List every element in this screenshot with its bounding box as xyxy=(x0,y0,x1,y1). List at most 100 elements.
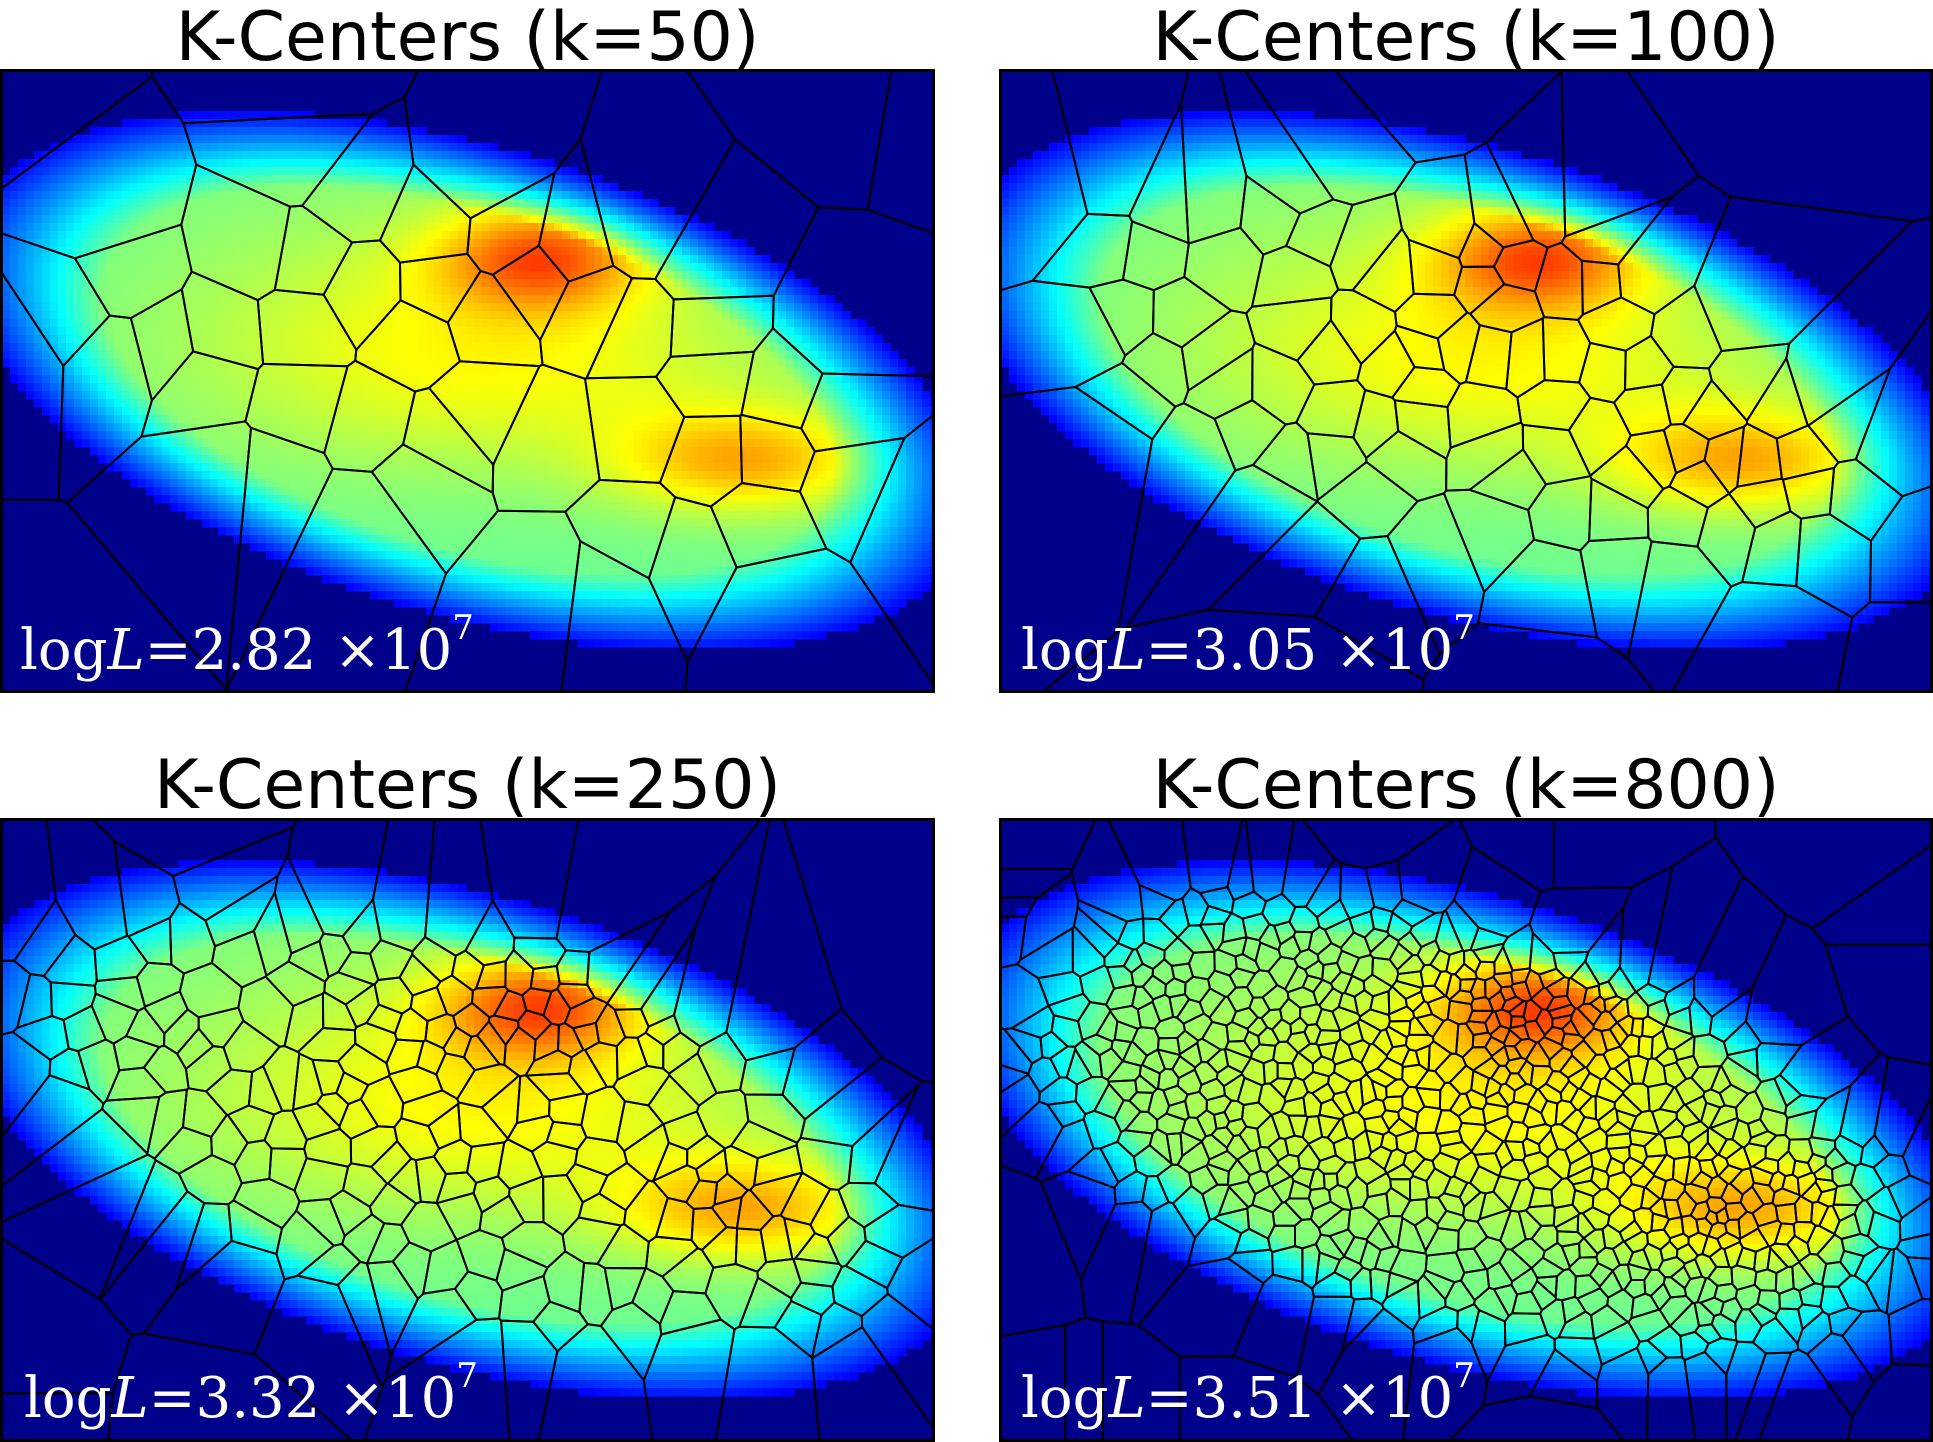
voronoi-cell xyxy=(1448,1394,1625,1440)
voronoi-cell xyxy=(1408,1174,1431,1202)
voronoi-cell xyxy=(1553,820,1717,890)
voronoi-cell xyxy=(1637,1034,1654,1061)
voronoi-cell xyxy=(556,982,597,1011)
voronoi-cell xyxy=(1379,1130,1399,1153)
voronoi-cell xyxy=(1001,868,1074,899)
voronoi-cell xyxy=(1414,1043,1431,1072)
log-likelihood-annotation: logL=3.05 ×107 xyxy=(1021,611,1475,683)
voronoi-cell xyxy=(470,985,510,1019)
voronoi-cell xyxy=(1329,288,1398,366)
voronoi-cell xyxy=(62,1004,108,1053)
voronoi-cell xyxy=(2,271,65,501)
voronoi-cell xyxy=(1627,1142,1649,1166)
voronoi-cell xyxy=(1705,1196,1728,1215)
voronoi-cell xyxy=(1292,930,1314,954)
voronoi-cell xyxy=(1445,421,1525,492)
voronoi-cell xyxy=(1526,1164,1564,1191)
voronoi-cell xyxy=(1611,1263,1633,1291)
voronoi-cell xyxy=(1179,1355,1354,1440)
voronoi-cell xyxy=(1151,275,1233,349)
voronoi-cell xyxy=(1766,1245,1790,1275)
log-likelihood-annotation: logL=2.82 ×107 xyxy=(20,611,474,683)
density-field xyxy=(2,111,933,648)
voronoi-cell xyxy=(1868,485,1931,604)
voronoi-cell xyxy=(1256,1113,1281,1149)
plot-area xyxy=(0,818,935,1442)
voronoi-cell xyxy=(442,1025,473,1059)
voronoi-cell xyxy=(1710,1153,1730,1178)
voronoi-cell xyxy=(1473,1286,1510,1323)
voronoi-cell xyxy=(1615,1014,1635,1037)
voronoi-cell xyxy=(1457,1105,1487,1126)
voronoi-cell xyxy=(1898,1195,1931,1242)
log-likelihood-annotation: logL=3.51 ×107 xyxy=(1021,1359,1475,1431)
voronoi-cell xyxy=(1853,1199,1876,1238)
voronoi-cell xyxy=(386,1157,422,1205)
voronoi-cell xyxy=(1687,1127,1709,1160)
voronoi-cell xyxy=(1401,1326,1489,1440)
voronoi-cell xyxy=(1284,198,1354,268)
voronoi-cell xyxy=(398,252,482,324)
voronoi-cell xyxy=(1594,1094,1616,1122)
voronoi-cell xyxy=(1002,1027,1044,1065)
voronoi-cell xyxy=(1433,1052,1468,1085)
voronoi-cell xyxy=(1352,388,1400,460)
voronoi-cell xyxy=(1854,309,1931,498)
voronoi-cell xyxy=(1303,959,1325,981)
plot-area xyxy=(0,69,935,693)
voronoi-cell xyxy=(1466,1009,1495,1024)
voronoi-cell xyxy=(521,987,553,1017)
voronoi-cell xyxy=(1645,1356,1697,1440)
voronoi-cell xyxy=(1714,820,1931,930)
voronoi-cell xyxy=(1073,361,1177,441)
voronoi-cell xyxy=(779,1171,832,1226)
voronoi-cell xyxy=(1098,1047,1125,1082)
voronoi-cell xyxy=(1314,1029,1342,1047)
voronoi-cell xyxy=(1433,970,1453,998)
voronoi-cell xyxy=(204,1068,254,1117)
voronoi-cell xyxy=(556,1022,585,1059)
voronoi-cell xyxy=(1470,1069,1491,1098)
voronoi-cell xyxy=(844,1239,904,1290)
voronoi-cell xyxy=(1310,1082,1336,1105)
voronoi-cell xyxy=(1720,1055,1763,1095)
voronoi-cell xyxy=(1805,1332,1876,1419)
voronoi-cell xyxy=(1837,1274,1882,1313)
plot-area xyxy=(999,818,1933,1442)
voronoi-cells xyxy=(2,71,933,691)
voronoi-cell xyxy=(2,820,57,962)
voronoi-cell xyxy=(1646,998,1671,1027)
voronoi-cell xyxy=(1582,984,1602,1006)
voronoi-cell xyxy=(1507,999,1528,1018)
voronoi-cell xyxy=(1301,820,1456,870)
voronoi-cell xyxy=(1290,1166,1316,1189)
voronoi-cell xyxy=(1704,1209,1719,1227)
voronoi-cell xyxy=(1122,1110,1159,1135)
voronoi-cell xyxy=(1414,1086,1442,1110)
voronoi-cell xyxy=(1279,1096,1307,1117)
voronoi-cell xyxy=(1332,1057,1368,1084)
voronoi-cell xyxy=(1289,1016,1309,1036)
log-likelihood-annotation: logL=3.32 ×107 xyxy=(24,1359,478,1431)
voronoi-cell xyxy=(336,1042,391,1087)
voronoi-cell xyxy=(291,1102,341,1142)
voronoi-cell xyxy=(1575,1002,1603,1027)
voronoi-cell xyxy=(401,386,495,495)
voronoi-cell xyxy=(1334,71,1564,164)
voronoi-cell xyxy=(1271,1201,1304,1227)
voronoi-cell xyxy=(686,1133,726,1171)
voronoi-cell xyxy=(1675,1242,1699,1265)
voronoi-cell xyxy=(1621,1082,1651,1114)
voronoi-cell xyxy=(1442,1175,1469,1199)
voronoi-cell xyxy=(1212,1207,1251,1235)
voronoi-cell xyxy=(578,1261,614,1328)
voronoi-cell xyxy=(1576,296,1656,352)
voronoi-cell xyxy=(1626,1262,1653,1281)
voronoi-cell xyxy=(91,820,299,878)
voronoi-cell xyxy=(1563,1138,1592,1166)
voronoi-cell xyxy=(371,820,436,953)
voronoi-cell xyxy=(1283,1134,1310,1158)
voronoi-cell xyxy=(1846,1362,1931,1440)
voronoi-cell xyxy=(684,547,933,691)
voronoi-cell xyxy=(1001,915,1028,969)
